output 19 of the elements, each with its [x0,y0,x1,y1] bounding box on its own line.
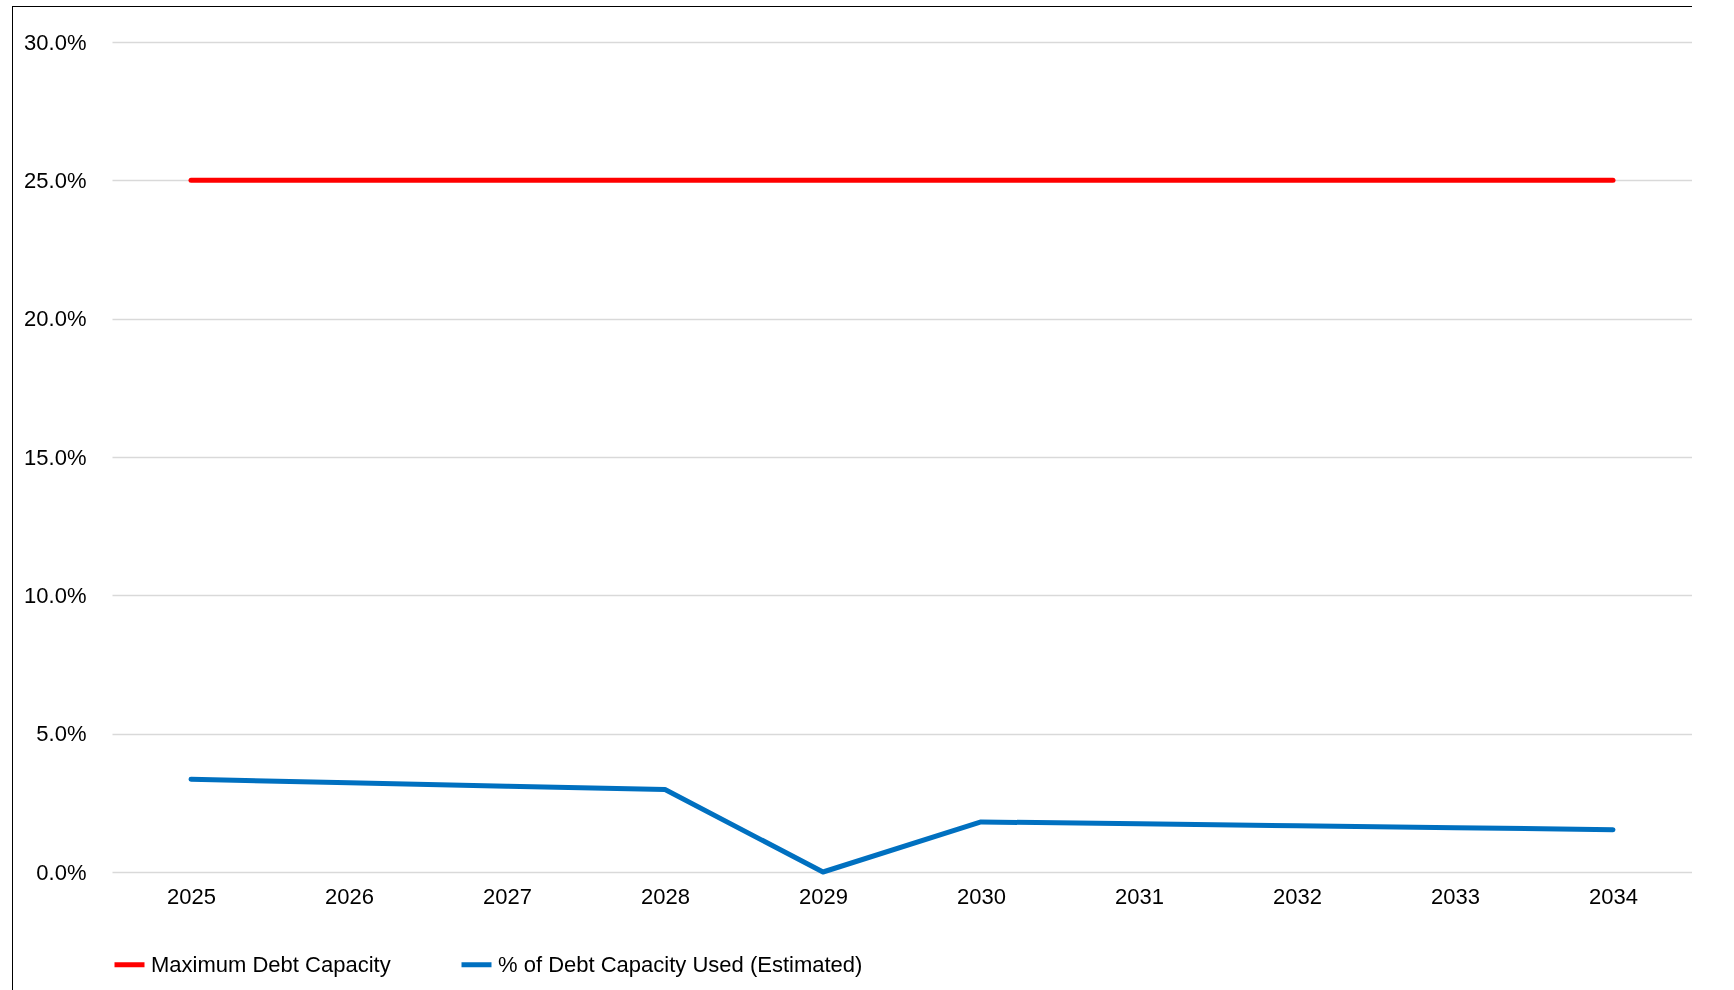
x-tick-label: 2026 [325,883,374,909]
y-tick-label: 25.0% [24,167,87,193]
x-tick-label: 2025 [167,883,216,909]
x-tick-label: 2027 [483,883,532,909]
x-tick-label: 2029 [799,883,848,909]
y-tick-label: 20.0% [24,306,87,332]
x-tick-label: 2030 [957,883,1006,909]
x-tick-label: 2033 [1431,883,1480,909]
y-tick-label: 5.0% [36,721,87,747]
x-tick-label: 2032 [1273,883,1322,909]
y-tick-label: 15.0% [24,444,87,470]
legend-label: % of Debt Capacity Used (Estimated) [498,951,863,977]
legend-label: Maximum Debt Capacity [151,951,391,977]
y-tick-label: 10.0% [24,582,87,608]
y-tick-label: 30.0% [24,29,87,55]
x-tick-label: 2034 [1589,883,1638,909]
x-tick-label: 2028 [641,883,690,909]
x-tick-label: 2031 [1115,883,1164,909]
y-tick-label: 0.0% [36,859,87,885]
